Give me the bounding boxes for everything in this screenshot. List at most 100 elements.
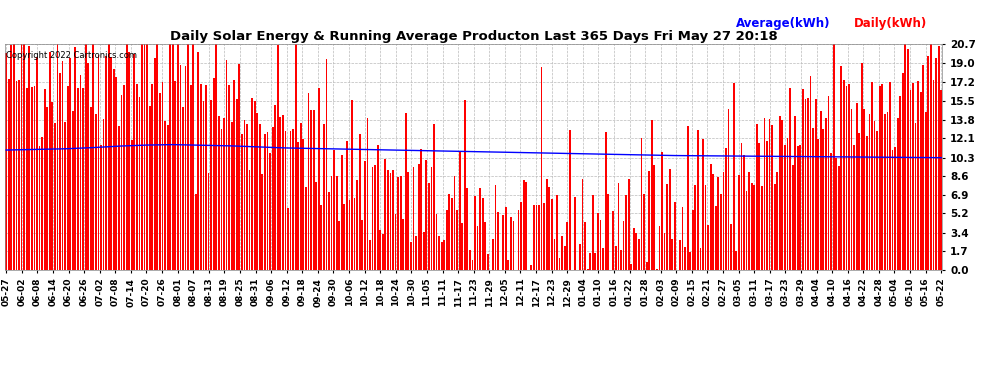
Bar [221, 129, 223, 270]
Bar [907, 49, 909, 270]
Bar [348, 201, 350, 270]
Bar [471, 260, 473, 270]
Bar [579, 244, 581, 270]
Bar [879, 86, 881, 270]
Text: Average(kWh): Average(kWh) [737, 16, 831, 30]
Bar [623, 222, 625, 270]
Bar [894, 147, 896, 270]
Bar [408, 172, 409, 270]
Bar [456, 210, 458, 270]
Bar [241, 134, 243, 270]
Bar [781, 120, 783, 270]
Bar [448, 194, 450, 270]
Bar [79, 75, 81, 270]
Bar [694, 185, 696, 270]
Bar [205, 86, 207, 270]
Bar [476, 226, 478, 270]
Bar [495, 185, 496, 270]
Bar [92, 44, 94, 270]
Bar [129, 53, 130, 270]
Bar [371, 167, 373, 270]
Bar [208, 172, 210, 270]
Bar [881, 84, 883, 270]
Bar [269, 153, 271, 270]
Bar [905, 44, 906, 270]
Bar [838, 166, 840, 270]
Bar [889, 82, 891, 270]
Bar [231, 122, 233, 270]
Bar [300, 123, 302, 270]
Bar [731, 225, 732, 270]
Bar [705, 186, 707, 270]
Bar [274, 105, 276, 270]
Bar [239, 64, 241, 270]
Bar [305, 187, 307, 270]
Bar [584, 222, 586, 270]
Bar [518, 210, 520, 270]
Bar [920, 92, 922, 270]
Bar [563, 246, 565, 270]
Bar [720, 194, 722, 270]
Bar [369, 240, 371, 270]
Bar [413, 167, 415, 270]
Bar [5, 53, 7, 270]
Bar [361, 220, 363, 270]
Bar [915, 123, 917, 270]
Bar [728, 109, 730, 270]
Bar [812, 128, 814, 270]
Bar [836, 158, 838, 270]
Bar [331, 176, 333, 270]
Bar [151, 84, 153, 270]
Bar [784, 145, 786, 270]
Bar [415, 236, 417, 270]
Bar [159, 93, 160, 270]
Bar [774, 184, 775, 270]
Bar [116, 77, 117, 270]
Bar [492, 239, 494, 270]
Bar [210, 100, 212, 270]
Bar [323, 124, 325, 270]
Bar [458, 152, 460, 270]
Bar [628, 180, 630, 270]
Bar [185, 66, 186, 270]
Bar [134, 54, 136, 270]
Bar [715, 206, 717, 270]
Bar [539, 205, 540, 270]
Bar [748, 172, 750, 270]
Bar [195, 194, 197, 270]
Bar [863, 109, 865, 270]
Bar [745, 191, 747, 270]
Bar [520, 201, 522, 270]
Bar [561, 236, 563, 270]
Bar [44, 89, 46, 270]
Bar [105, 56, 107, 270]
Bar [339, 221, 341, 270]
Bar [723, 172, 725, 270]
Bar [461, 224, 463, 270]
Bar [247, 124, 248, 270]
Bar [95, 114, 97, 270]
Bar [139, 97, 141, 270]
Bar [558, 258, 560, 270]
Bar [353, 198, 355, 270]
Bar [326, 59, 328, 270]
Bar [700, 248, 701, 270]
Bar [51, 102, 53, 270]
Bar [484, 222, 486, 270]
Bar [85, 44, 86, 270]
Bar [871, 82, 873, 270]
Bar [405, 113, 407, 270]
Bar [179, 64, 181, 270]
Bar [234, 80, 235, 270]
Bar [410, 242, 412, 270]
Bar [766, 141, 768, 270]
Bar [925, 112, 927, 270]
Bar [556, 195, 557, 270]
Bar [400, 176, 402, 270]
Bar [482, 198, 483, 270]
Bar [684, 247, 686, 270]
Bar [364, 161, 365, 270]
Bar [858, 133, 860, 270]
Bar [74, 47, 76, 270]
Bar [692, 210, 694, 270]
